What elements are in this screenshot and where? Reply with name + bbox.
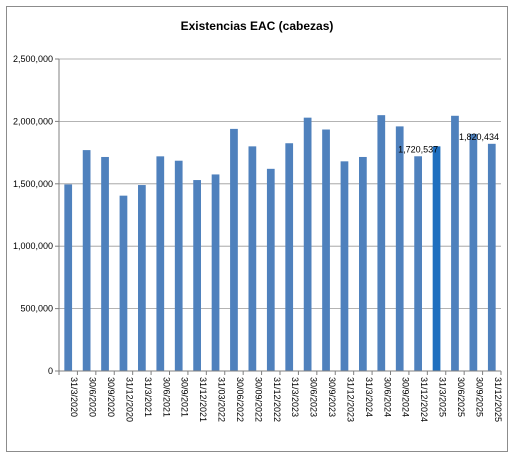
x-tick-label: 31/3/2024 xyxy=(364,377,374,417)
x-tick-label: 30/9/2025 xyxy=(474,377,484,417)
bar xyxy=(303,117,312,371)
x-tick-label: 30/6/2023 xyxy=(309,377,319,417)
x-tick-label: 31/3/2021 xyxy=(143,377,153,417)
bar xyxy=(138,185,146,371)
bar xyxy=(119,195,128,371)
x-tick-label: 30/9/2021 xyxy=(180,377,190,417)
bar xyxy=(469,133,478,371)
gridlines xyxy=(59,58,501,310)
x-tick-label: 31/12/2024 xyxy=(419,377,429,422)
bar xyxy=(451,115,459,371)
data-label: 1,820,434 xyxy=(459,132,499,142)
chart-frame: Existencias EAC (cabezas) 0 500,000 1,000,… xyxy=(6,6,508,452)
bar xyxy=(322,129,330,371)
bar xyxy=(82,150,91,371)
y-tick-label: 1,500,000 xyxy=(13,179,53,189)
bar xyxy=(211,174,220,371)
bar xyxy=(340,161,349,371)
x-tick-label: 31/3/2025 xyxy=(438,377,448,417)
x-tick-label: 31/12/2025 xyxy=(493,377,503,422)
x-tick-label: 30/6/2021 xyxy=(161,377,171,417)
bar xyxy=(64,184,73,371)
data-label: 1,720,537 xyxy=(398,144,438,154)
y-tick-label: 500,000 xyxy=(20,304,53,314)
bar-chart: Existencias EAC (cabezas) 0 500,000 1,000,… xyxy=(13,19,503,422)
x-axis-ticks: 31/3/2020 30/6/2020 30/9/2020 31/12/2020 31/… xyxy=(58,371,503,422)
y-tick-label: 1,000,000 xyxy=(13,241,53,251)
bar xyxy=(285,143,294,371)
chart-title: Existencias EAC (cabezas) xyxy=(181,19,334,33)
bar xyxy=(230,128,238,371)
x-tick-label: 31/12/2021 xyxy=(198,377,208,422)
bars xyxy=(64,115,496,371)
bar xyxy=(174,160,183,371)
x-tick-label: 30/6/2025 xyxy=(456,377,466,417)
y-axis-ticks: 0 500,000 1,000,000 1,500,000 2,000,000 2,500… xyxy=(13,54,59,376)
bar xyxy=(156,156,165,371)
x-tick-label: 31/3/2023 xyxy=(290,377,300,417)
x-tick-label: 30/6/2024 xyxy=(382,377,392,417)
x-tick-label: 30/9/2020 xyxy=(106,377,116,417)
x-tick-label: 31/12/2020 xyxy=(124,377,134,422)
x-tick-label: 31/12/2022 xyxy=(272,377,282,422)
bar xyxy=(432,146,441,371)
bar xyxy=(414,156,422,371)
x-tick-label: 30/9/2024 xyxy=(401,377,411,417)
data-labels: 1,720,537 1,820,434 xyxy=(398,132,499,154)
y-tick-label: 0 xyxy=(48,366,53,376)
bar xyxy=(266,168,275,371)
x-tick-label: 31/12/2023 xyxy=(345,377,355,422)
x-tick-label: 31/3/2020 xyxy=(69,377,79,417)
x-tick-label: 30/6/2020 xyxy=(88,377,98,417)
bar xyxy=(487,143,496,371)
bar xyxy=(377,115,386,371)
bar xyxy=(248,146,257,371)
bar xyxy=(101,156,109,371)
y-tick-label: 2,500,000 xyxy=(13,54,53,64)
bar xyxy=(395,126,404,371)
y-tick-label: 2,000,000 xyxy=(13,116,53,126)
x-tick-label: 31/03/2022 xyxy=(217,377,227,422)
x-tick-label: 30/09/2022 xyxy=(253,377,263,422)
bar xyxy=(359,156,367,371)
bar xyxy=(193,180,201,371)
x-tick-label: 30/06/2022 xyxy=(235,377,245,422)
x-tick-label: 30/9/2023 xyxy=(327,377,337,417)
